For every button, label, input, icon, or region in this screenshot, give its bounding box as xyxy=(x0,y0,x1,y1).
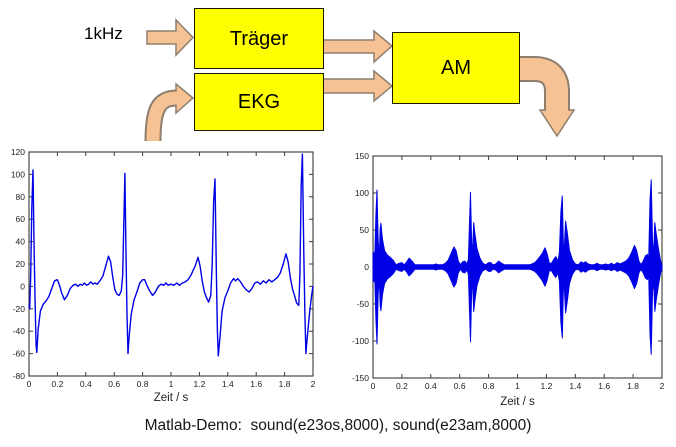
am-plot-xlabel: Zeit / s xyxy=(500,396,535,408)
ekg-plot-x-tick-label: 2 xyxy=(311,379,316,389)
arrow-am-output xyxy=(518,58,568,111)
am-plot-x-tick-label: 0.6 xyxy=(454,381,466,391)
am-plot-x-tick-label: 0.8 xyxy=(483,381,495,391)
arrow-traeger-to-am xyxy=(321,29,394,64)
am-plot-x-tick-label: 0.4 xyxy=(425,381,437,391)
am-plot-y-tick-label: -100 xyxy=(352,336,369,346)
ekg-plot-x-tick-label: 0.4 xyxy=(80,379,92,389)
block-traeger: Träger xyxy=(194,8,324,69)
am-plot-y-tick-label: 100 xyxy=(355,188,369,198)
arrow-ekg-to-am xyxy=(321,69,394,103)
block-am-label: AM xyxy=(441,57,471,79)
block-traeger-label: Träger xyxy=(229,27,289,50)
am-plot-y-tick-label: 150 xyxy=(355,151,369,161)
am-plot-x-tick-label: 0.2 xyxy=(396,381,408,391)
ekg-plot-y-tick-label: -40 xyxy=(13,326,26,336)
ekg-plot-x-tick-label: 0.8 xyxy=(137,379,149,389)
arrow-input-to-ekg xyxy=(146,91,178,142)
ekg-plot-x-tick-label: 1.4 xyxy=(222,379,234,389)
ekg-plot-y-tick-label: 80 xyxy=(16,192,26,202)
input-frequency-label: 1kHz xyxy=(84,24,123,43)
ekg-plot-y-tick-label: 60 xyxy=(16,214,26,224)
ekg-plot: 0 0.2 0.4 0.6 0.8 1 1.2 1.4 1.6 1.8 2 -80 -60 -40 -20 0… xyxy=(11,147,316,404)
ekg-plot-y-tick-label: -60 xyxy=(13,349,26,359)
block-am: AM xyxy=(392,32,520,104)
ekg-plot-y-tick-label: -20 xyxy=(13,304,26,314)
arrow-input-to-ekg-head xyxy=(175,82,195,115)
ekg-plot-y-tick-label: 100 xyxy=(11,169,25,179)
ekg-plot-x-tick-label: 0 xyxy=(27,379,32,389)
am-plot-y-tick-label: 0 xyxy=(364,262,369,272)
ekg-plot-x-tick-label: 1.2 xyxy=(193,379,205,389)
block-ekg-label: EKG xyxy=(237,91,281,113)
am-plot-x-tick-label: 1 xyxy=(515,381,520,391)
ekg-plot-x-tick-label: 0.2 xyxy=(51,379,63,389)
am-plot-x-tick-label: 1.2 xyxy=(540,381,552,391)
am-plot-x-tick-label: 0 xyxy=(371,381,376,391)
am-plot-y-tick-label: 50 xyxy=(360,225,370,235)
ekg-plot-x-tick-label: 1.8 xyxy=(279,379,291,389)
am-waveform xyxy=(372,179,663,355)
ekg-plot-x-tick-label: 1.6 xyxy=(250,379,262,389)
ekg-plot-x-tick-label: 0.6 xyxy=(108,379,120,389)
am-plot-x-tick-label: 1.4 xyxy=(569,381,581,391)
ekg-plot-y-tick-label: 40 xyxy=(16,237,26,247)
ekg-plot-y-tick-label: -80 xyxy=(13,371,26,381)
am-plot-y-tick-label: -50 xyxy=(357,299,370,309)
ekg-plot-x-tick-label: 1 xyxy=(169,379,174,389)
arrow-am-output-head xyxy=(538,109,576,138)
ekg-waveform xyxy=(28,153,314,357)
ekg-plot-y-tick-label: 120 xyxy=(11,147,25,157)
ekg-plot-y-tick-label: 0 xyxy=(20,281,25,291)
am-plot: 0 0.2 0.4 0.6 0.8 1 1.2 1.4 1.6 1.8 2 -150 -100 -50 0 5… xyxy=(352,151,665,408)
ekg-plot-xlabel: Zeit / s xyxy=(154,392,189,404)
am-plot-y-tick-label: -150 xyxy=(352,373,369,383)
block-ekg: EKG xyxy=(194,73,324,131)
matlab-demo-caption: Matlab-Demo: sound(e23os,8000), sound(e2… xyxy=(144,417,532,434)
ekg-plot-y-tick-label: 20 xyxy=(16,259,26,269)
diagram-arrows-layer xyxy=(144,18,576,142)
am-plot-x-tick-label: 1.8 xyxy=(627,381,639,391)
am-plot-x-tick-label: 2 xyxy=(660,381,665,391)
ekg-plot-axes-box xyxy=(28,151,314,377)
am-plot-x-tick-label: 1.6 xyxy=(598,381,610,391)
arrow-1khz-to-traeger xyxy=(146,18,195,57)
